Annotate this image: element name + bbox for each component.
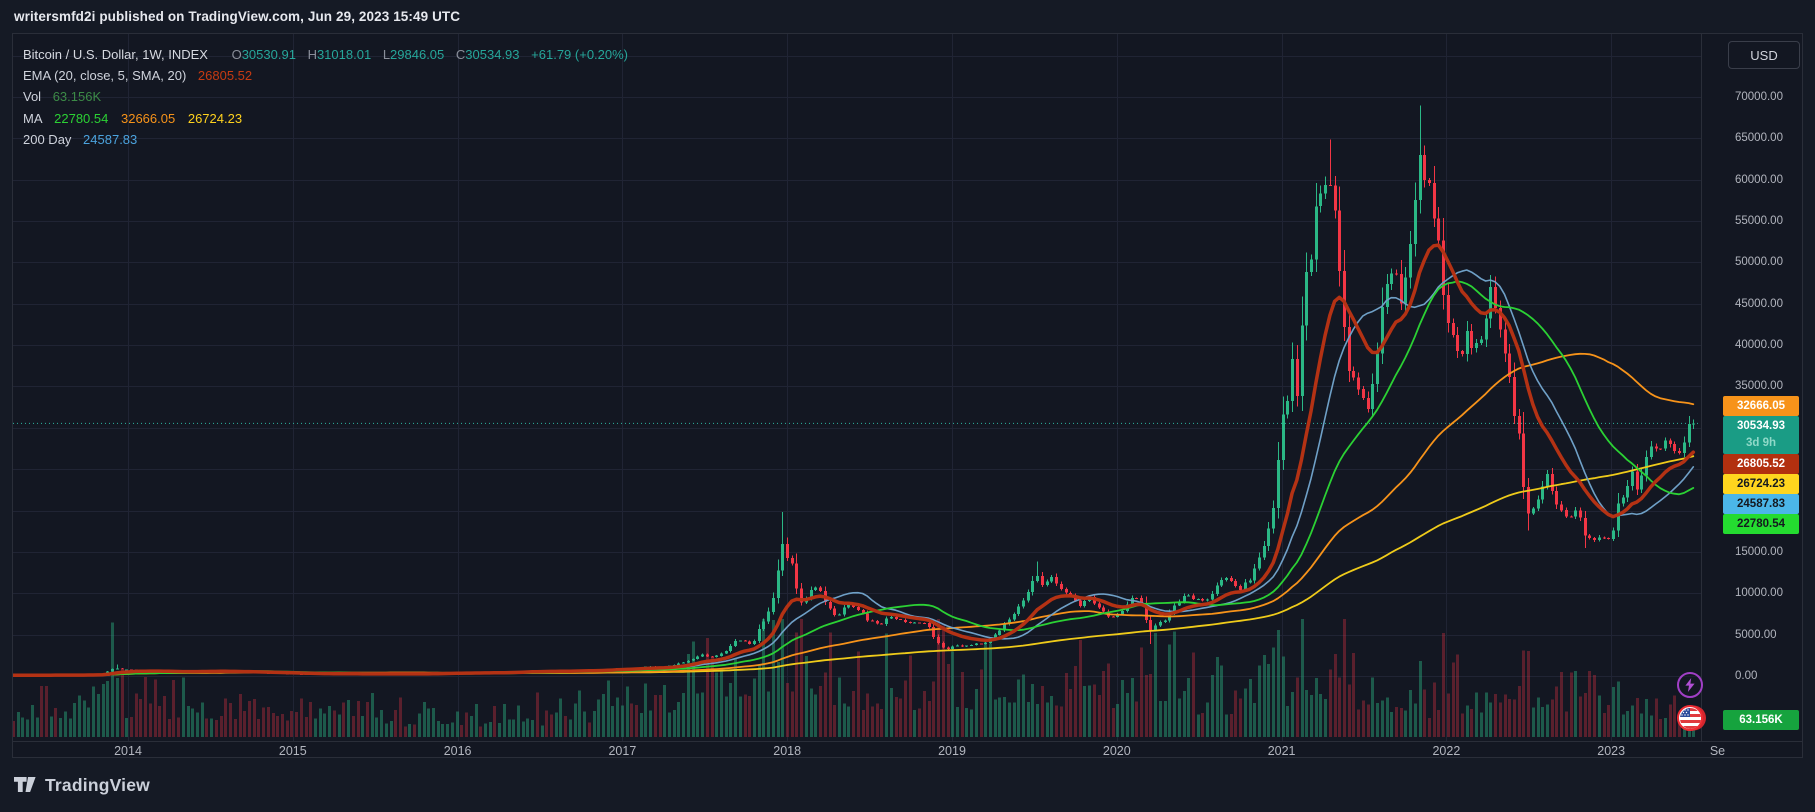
tradingview-logo-icon[interactable] xyxy=(14,777,36,793)
ohlc-high-value: 31018.01 xyxy=(316,47,372,62)
legend-symbol-row[interactable]: Bitcoin / U.S. Dollar, 1W, INDEX O30530.… xyxy=(23,46,628,63)
price-tick: 10000.00 xyxy=(1735,587,1783,600)
time-tick: 2015 xyxy=(278,744,307,758)
ohlc-open-value: 30530.91 xyxy=(241,47,296,62)
time-tick: Se xyxy=(1709,744,1726,758)
time-tick: 2018 xyxy=(773,744,802,758)
time-tick: 2019 xyxy=(938,744,966,758)
us-flag-icon[interactable] xyxy=(1677,705,1703,731)
time-tick: 2023 xyxy=(1597,744,1626,758)
volume-layer xyxy=(13,619,1695,737)
ohlc-high-label: H xyxy=(307,47,317,62)
ohlc-open-label: O xyxy=(231,47,242,62)
price-tick: 65000.00 xyxy=(1735,132,1783,145)
time-tick: 2022 xyxy=(1432,744,1461,758)
price-tick: 35000.00 xyxy=(1735,380,1783,393)
time-tick: 2017 xyxy=(608,744,637,758)
price-tick: 15000.00 xyxy=(1735,545,1783,558)
price-label: 32666.05 xyxy=(1723,395,1799,416)
price-tick: 50000.00 xyxy=(1735,256,1783,269)
price-axis[interactable]: USD 70000.00 65000.00 60000.00 55000.00 5000… xyxy=(1701,34,1802,741)
indicator-lines-layer xyxy=(13,243,1696,677)
price-tick: 0.00 xyxy=(1735,670,1758,682)
symbol-title: Bitcoin / U.S. Dollar, 1W, INDEX xyxy=(23,47,208,62)
ohlc-close-label: C xyxy=(455,47,466,62)
price-label: 26805.52 xyxy=(1723,453,1799,474)
day200-value: 24587.83 xyxy=(83,132,138,147)
chart-widget: Bitcoin / U.S. Dollar, 1W, INDEX O30530.… xyxy=(12,33,1803,758)
countdown: 3d 9h xyxy=(1745,436,1777,449)
price-label: 24587.83 xyxy=(1723,493,1799,514)
price-tick: 60000.00 xyxy=(1735,173,1783,186)
price-tick: 55000.00 xyxy=(1735,215,1783,227)
ema-label: EMA (20, close, 5, SMA, 20) xyxy=(23,68,187,83)
legend-ma-row[interactable]: MA 22780.54 32666.05 26724.23 xyxy=(23,110,242,127)
candles-layer xyxy=(13,105,1695,677)
footer: TradingView xyxy=(0,758,1815,812)
currency-button[interactable]: USD xyxy=(1728,41,1800,69)
legend-200day-row[interactable]: 200 Day 24587.83 xyxy=(23,131,137,148)
indicator-line-ma-200day xyxy=(13,269,1695,677)
volume-axis-label: 63.156K xyxy=(1723,710,1799,730)
time-tick: 2016 xyxy=(443,744,472,758)
publish-bar: writersmfd2i published on TradingView.co… xyxy=(0,0,1815,33)
price-tick: 45000.00 xyxy=(1735,297,1783,310)
price-label: 22780.54 xyxy=(1723,513,1799,534)
ohlc-close-value: 30534.93 xyxy=(465,47,520,62)
indicator-line-ma-fast-50w xyxy=(13,280,1695,677)
indicator-line-ma-mid-100w xyxy=(13,352,1695,677)
ma-value-1: 22780.54 xyxy=(54,111,109,126)
ohlc-low-value: 29846.05 xyxy=(390,47,445,62)
lightning-icon[interactable] xyxy=(1677,672,1703,698)
legend-volume-row[interactable]: Vol 63.156K xyxy=(23,88,101,105)
tradingview-brand-text[interactable]: TradingView xyxy=(45,774,150,795)
day200-label: 200 Day xyxy=(23,132,72,147)
ma-label: MA xyxy=(23,111,43,126)
time-tick: 2020 xyxy=(1102,744,1131,758)
time-axis[interactable]: 2014 2015 2016 2017 2018 2019 2020 2021 2022 2023… xyxy=(13,741,1802,758)
price-tick: 40000.00 xyxy=(1735,339,1783,352)
time-tick: 2021 xyxy=(1267,744,1296,758)
volume-value: 63.156K xyxy=(52,89,102,104)
price-tick: 70000.00 xyxy=(1735,90,1783,103)
ma-value-2: 32666.05 xyxy=(120,111,176,126)
change-value: +61.79 (+0.20%) xyxy=(531,47,629,62)
ema-value: 26805.52 xyxy=(197,68,253,83)
price-tick: 5000.00 xyxy=(1735,628,1777,641)
publish-text: writersmfd2i published on TradingView.co… xyxy=(14,9,461,24)
time-tick: 2014 xyxy=(114,744,142,758)
price-label: 30534.93 3d 9h xyxy=(1723,415,1799,454)
price-label: 26724.23 xyxy=(1723,473,1799,494)
ohlc-low-label: L xyxy=(382,47,391,62)
grid-layer xyxy=(13,34,1701,741)
ma-value-3: 26724.23 xyxy=(187,111,243,126)
indicator-line-ema-20 xyxy=(13,243,1696,677)
chart-canvas[interactable] xyxy=(13,34,1701,741)
volume-label: Vol xyxy=(23,89,42,104)
legend-ema-row[interactable]: EMA (20, close, 5, SMA, 20) 26805.52 xyxy=(23,67,252,84)
